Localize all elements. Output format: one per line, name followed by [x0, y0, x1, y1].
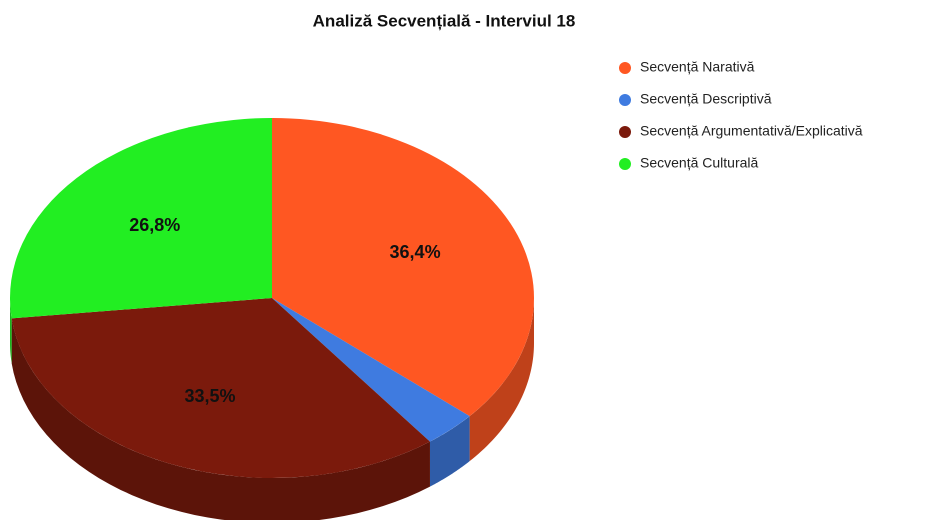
slice-side — [429, 416, 470, 487]
data-label: 33,5% — [184, 386, 235, 406]
legend-marker — [619, 94, 631, 106]
legend-label: Secvență Culturală — [640, 155, 759, 171]
legend-marker — [619, 126, 631, 138]
legend-label: Secvență Narativă — [640, 59, 755, 75]
data-label: 26,8% — [129, 215, 180, 235]
data-label: 36,4% — [390, 242, 441, 262]
legend-label: Secvență Argumentativă/Explicativă — [640, 123, 863, 139]
legend-label: Secvență Descriptivă — [640, 91, 772, 107]
slice-side — [10, 298, 12, 364]
slice — [11, 298, 430, 478]
slice — [10, 118, 273, 319]
slice-side — [11, 318, 430, 520]
legend-marker — [619, 62, 631, 74]
slice-side — [469, 298, 534, 462]
slice — [272, 118, 534, 417]
legend-marker — [619, 158, 631, 170]
chart-title: Analiză Secvențială - Interviul 18 — [313, 11, 576, 30]
slice — [272, 298, 470, 442]
